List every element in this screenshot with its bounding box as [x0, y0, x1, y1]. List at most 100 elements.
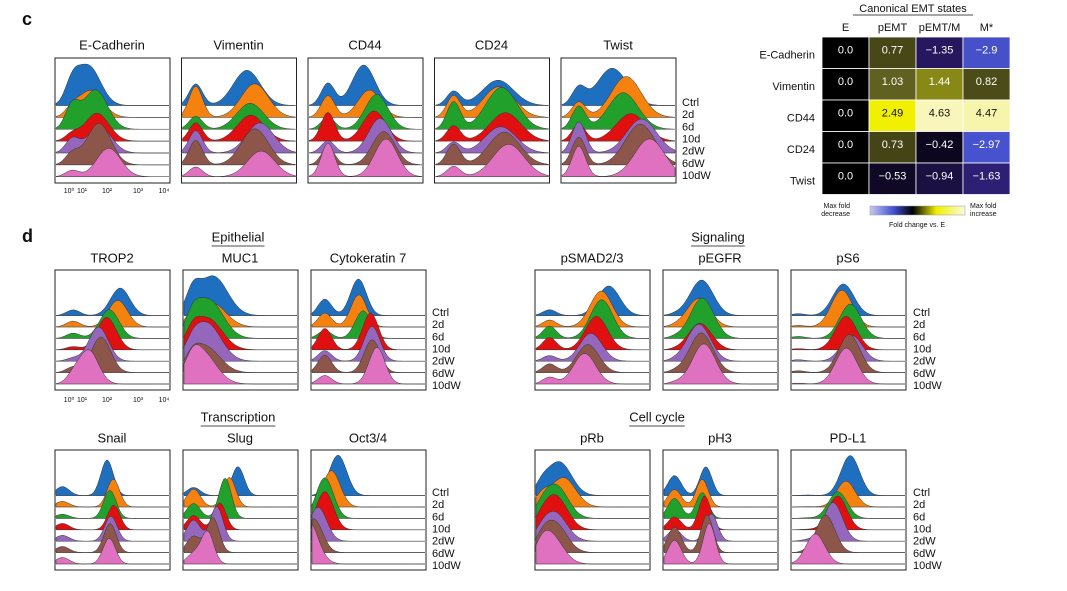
condition-label: 6dW	[913, 368, 936, 380]
marker-title: Slug	[227, 430, 253, 445]
cell-value: 0.0	[838, 171, 853, 183]
cell-value: −0.53	[879, 171, 907, 183]
colorbar-label: Fold change vs. E	[889, 222, 945, 229]
cell-value: 1.03	[882, 76, 903, 88]
condition-label: 6d	[432, 511, 444, 523]
histogram-trace	[663, 492, 777, 519]
x-tick-label: 10⁰	[64, 187, 75, 195]
histogram-frame	[310, 449, 427, 571]
cell-value: −2.9	[976, 45, 998, 57]
condition-label: 2dW	[432, 356, 455, 368]
cell-value: −1.63	[973, 171, 1001, 183]
condition-label: 10dW	[913, 380, 942, 392]
histogram-trace	[55, 523, 169, 553]
marker-title: pH3	[708, 430, 732, 445]
histogram-trace	[55, 123, 170, 166]
condition-label: Ctrl	[682, 97, 699, 109]
histogram-trace	[663, 343, 777, 385]
column-label: pEMT/M	[919, 22, 961, 34]
histogram-frame	[182, 269, 299, 391]
histogram-trace	[311, 278, 425, 316]
histogram-trace	[663, 279, 777, 316]
histogram-trace	[791, 455, 905, 496]
cell-value: 4.47	[976, 108, 997, 120]
colorbar-label: Max fold increase	[970, 203, 997, 218]
histogram-trace	[55, 490, 169, 519]
condition-label: 6dW	[913, 548, 936, 560]
histogram-trace	[311, 523, 425, 565]
histogram-trace	[183, 344, 297, 385]
histogram-trace	[55, 317, 169, 351]
condition-label: Ctrl	[913, 307, 930, 319]
x-tick-label: 10⁰	[64, 396, 75, 404]
heatmap-cell	[962, 36, 1011, 69]
x-tick-label: 10¹	[77, 188, 88, 195]
heatmap-cell	[962, 68, 1011, 101]
histogram-trace	[435, 144, 549, 177]
histogram-trace	[308, 110, 423, 142]
condition-label: 2dW	[682, 146, 705, 158]
condition-label: 10d	[432, 344, 450, 356]
histogram-trace	[308, 64, 422, 106]
histogram-trace	[55, 112, 170, 142]
marker-title: pS6	[836, 250, 859, 265]
histogram-trace	[55, 287, 169, 316]
histogram-trace	[308, 89, 423, 118]
histogram-frame	[182, 449, 299, 571]
heatmap-cell	[868, 131, 917, 164]
condition-label: 6d	[913, 511, 925, 523]
cell-value: −2.97	[973, 139, 1001, 151]
colorbar-label-line: decrease	[821, 211, 850, 218]
marker-title: E-Cadherin	[79, 37, 145, 52]
cell-value: −1.35	[926, 45, 954, 57]
row-label: Vimentin	[772, 81, 815, 93]
cell-value: −0.94	[926, 171, 954, 183]
histogram-trace	[535, 290, 649, 328]
histogram-trace	[55, 63, 169, 106]
cell-value: 0.0	[838, 139, 853, 151]
condition-label: 6dW	[682, 158, 705, 170]
condition-label: 2dW	[913, 536, 936, 548]
histogram-trace	[663, 522, 777, 565]
marker-title: pEGFR	[698, 250, 741, 265]
histogram-trace	[183, 477, 297, 519]
histogram-trace	[535, 519, 649, 553]
histogram-trace	[535, 316, 649, 351]
condition-label: 10d	[432, 524, 450, 536]
condition-label: 10d	[682, 134, 700, 146]
histogram-frame	[560, 57, 677, 184]
condition-label: 10dW	[432, 380, 461, 392]
histogram-frame	[310, 269, 427, 391]
histogram-frame	[534, 449, 651, 571]
condition-label: 10dW	[432, 560, 461, 572]
histogram-frame	[434, 57, 550, 184]
condition-label: 6d	[682, 121, 694, 133]
row-label: CD44	[787, 113, 815, 125]
group-title: Cell cycle	[629, 409, 685, 424]
histogram-trace	[311, 518, 425, 553]
histogram-trace	[561, 92, 676, 130]
histogram-trace	[535, 353, 649, 385]
marker-title: MUC1	[222, 250, 259, 265]
cell-value: 0.77	[882, 45, 903, 57]
histogram-trace	[663, 495, 777, 531]
colorbar-label-line: Max fold	[970, 203, 997, 210]
marker-title: Twist	[603, 37, 633, 52]
condition-label: Ctrl	[432, 307, 449, 319]
condition-label: 2d	[432, 499, 444, 511]
condition-label: 6d	[432, 331, 444, 343]
histogram-frame	[307, 57, 424, 184]
histogram-trace	[791, 533, 905, 565]
histogram-trace	[55, 89, 170, 130]
condition-label: 2dW	[432, 536, 455, 548]
marker-title: pRb	[580, 430, 604, 445]
row-label: CD24	[787, 144, 815, 156]
histogram-frame	[54, 449, 171, 571]
histogram-trace	[55, 349, 169, 385]
histogram-trace	[791, 316, 905, 351]
histogram-frame	[662, 449, 779, 571]
heatmap-cell	[868, 68, 917, 101]
marker-title: Snail	[98, 430, 127, 445]
histogram-trace	[791, 495, 905, 531]
condition-label: 10d	[913, 524, 931, 536]
